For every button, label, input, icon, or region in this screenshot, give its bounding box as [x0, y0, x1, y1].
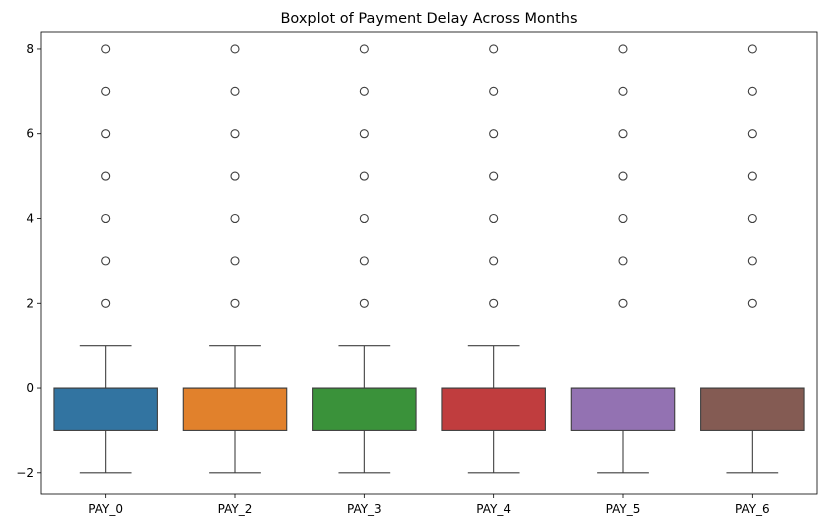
iqr-box — [182, 387, 288, 431]
outlier-point — [618, 256, 628, 266]
outlier-point — [618, 129, 628, 139]
outlier-point — [359, 213, 369, 224]
y-tick-label: 4 — [26, 211, 34, 225]
outlier-point — [101, 213, 111, 224]
outlier-point — [747, 256, 757, 266]
outlier-point — [618, 171, 628, 181]
y-axis: −2 0 2 4 6 8 — [16, 42, 41, 480]
outlier-point — [359, 256, 369, 266]
outlier-point — [747, 298, 757, 308]
outlier-point — [489, 256, 499, 266]
box-pay-4 — [441, 44, 546, 474]
y-tick-label: 8 — [26, 42, 34, 56]
box-pay-3 — [312, 44, 417, 474]
outlier-point — [489, 213, 499, 224]
box-pay-0 — [53, 44, 158, 474]
outlier-point — [359, 298, 369, 308]
outlier-point — [489, 44, 499, 54]
outlier-point — [618, 44, 628, 54]
outlier-point — [101, 171, 111, 181]
plot-frame — [40, 31, 818, 495]
outlier-point — [489, 298, 499, 308]
outlier-point — [359, 129, 369, 139]
outlier-point — [101, 129, 111, 139]
outlier-point — [489, 171, 499, 181]
outlier-point — [101, 298, 111, 308]
y-tick-label: 2 — [26, 296, 34, 310]
outlier-point — [101, 44, 111, 54]
iqr-box — [53, 387, 158, 431]
x-tick-label: PAY_4 — [476, 502, 511, 516]
outlier-point — [359, 86, 369, 96]
iqr-box — [700, 387, 805, 431]
y-tick-label: −2 — [16, 466, 34, 480]
outlier-point — [359, 171, 369, 181]
outlier-point — [359, 44, 369, 54]
outlier-point — [230, 129, 240, 139]
x-tick-label: PAY_2 — [218, 502, 253, 516]
outlier-point — [230, 213, 240, 224]
outlier-point — [101, 256, 111, 266]
outlier-point — [747, 44, 757, 54]
outlier-point — [747, 129, 757, 139]
outlier-point — [230, 298, 240, 308]
outlier-point — [489, 129, 499, 139]
x-tick-label: PAY_0 — [88, 502, 123, 516]
x-tick-label: PAY_6 — [735, 502, 770, 516]
x-tick-label: PAY_5 — [606, 502, 641, 516]
outlier-point — [230, 44, 240, 54]
box-pay-5 — [570, 44, 676, 474]
box-pay-6 — [700, 44, 805, 474]
outlier-point — [618, 213, 628, 224]
y-tick-label: 6 — [26, 127, 34, 141]
x-axis: PAY_0 PAY_2 PAY_3 PAY_4 PAY_5 PAY_6 — [88, 494, 770, 516]
outlier-point — [747, 86, 757, 96]
box-pay-2 — [182, 44, 288, 474]
outlier-point — [747, 213, 757, 224]
outlier-point — [618, 298, 628, 308]
outlier-point — [747, 171, 757, 181]
chart-title: Boxplot of Payment Delay Across Months — [280, 11, 577, 27]
outlier-point — [489, 86, 499, 96]
outlier-point — [230, 86, 240, 96]
outlier-point — [230, 171, 240, 181]
outlier-point — [101, 86, 111, 96]
iqr-box — [570, 387, 676, 431]
outlier-point — [230, 256, 240, 266]
iqr-box — [312, 387, 417, 431]
x-tick-label: PAY_3 — [347, 502, 382, 516]
plot-area — [53, 44, 805, 474]
iqr-box — [441, 387, 546, 431]
y-tick-label: 0 — [26, 381, 34, 395]
outlier-point — [618, 86, 628, 96]
